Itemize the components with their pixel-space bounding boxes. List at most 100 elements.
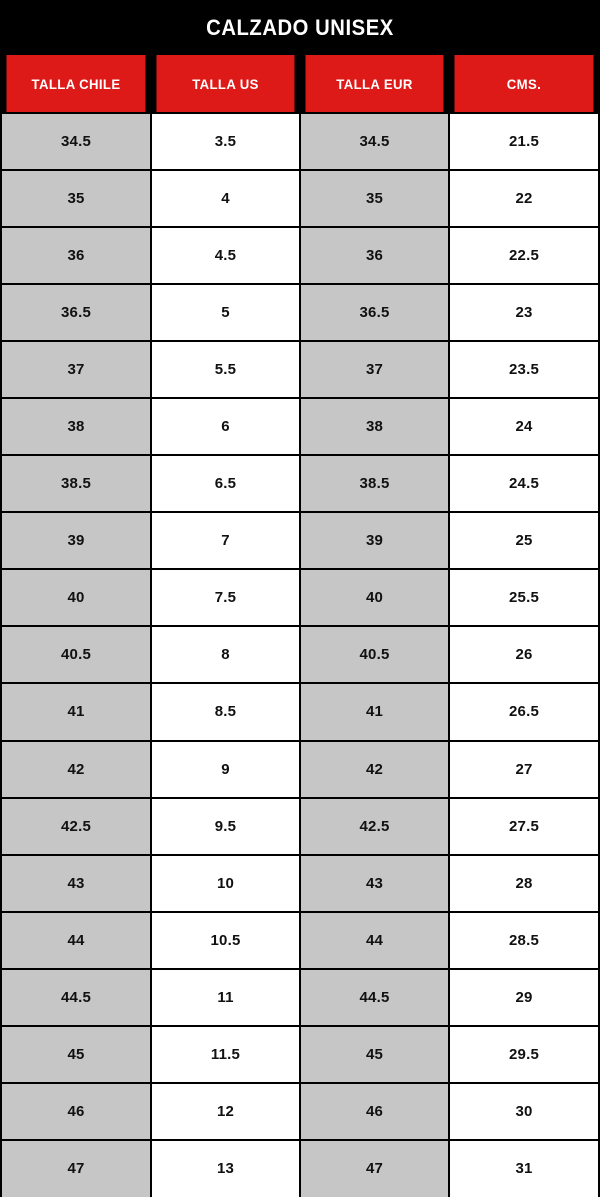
table-row: 46 12 46 30 bbox=[2, 1082, 598, 1141]
table-row: 38.5 6.5 38.5 24.5 bbox=[2, 455, 598, 514]
table-row: 41 8.5 41 26.5 bbox=[2, 683, 598, 742]
cell-talla_chile: 36.5 bbox=[2, 284, 152, 343]
table-row: 35 4 35 22 bbox=[2, 170, 598, 229]
cell-talla_chile: 45 bbox=[2, 1025, 152, 1084]
size-table-container: TALLA CHILE TALLA US TALLA EUR CMS. 34.5… bbox=[0, 55, 600, 1197]
table-row: 40 7.5 40 25.5 bbox=[2, 569, 598, 628]
cell-talla_us: 8 bbox=[151, 626, 301, 685]
column-header-talla-us: TALLA US bbox=[155, 55, 297, 114]
cell-talla_us: 12 bbox=[151, 1082, 301, 1141]
table-row: 45 11.5 45 29.5 bbox=[2, 1025, 598, 1084]
cell-talla_eur: 44 bbox=[300, 911, 450, 970]
cell-talla_chile: 38 bbox=[2, 398, 152, 457]
cell-talla_eur: 44.5 bbox=[300, 968, 450, 1027]
cell-talla_chile: 44 bbox=[2, 911, 152, 970]
cell-cms: 23 bbox=[449, 284, 598, 343]
cell-cms: 25.5 bbox=[449, 569, 598, 628]
cell-talla_chile: 42 bbox=[2, 740, 152, 799]
table-row: 36.5 5 36.5 23 bbox=[2, 284, 598, 343]
cell-talla_eur: 46 bbox=[300, 1082, 450, 1141]
cell-talla_us: 13 bbox=[151, 1139, 301, 1197]
table-row: 36 4.5 36 22.5 bbox=[2, 227, 598, 286]
table-row: 38 6 38 24 bbox=[2, 398, 598, 457]
cell-talla_us: 4.5 bbox=[151, 227, 301, 286]
cell-talla_chile: 44.5 bbox=[2, 968, 152, 1027]
cell-talla_chile: 35 bbox=[2, 170, 152, 229]
table-row: 37 5.5 37 23.5 bbox=[2, 341, 598, 400]
cell-cms: 23.5 bbox=[449, 341, 598, 400]
cell-talla_chile: 37 bbox=[2, 341, 152, 400]
cell-talla_eur: 43 bbox=[300, 854, 450, 913]
cell-cms: 31 bbox=[449, 1139, 598, 1197]
cell-talla_us: 4 bbox=[151, 170, 301, 229]
cell-talla_eur: 36 bbox=[300, 227, 450, 286]
cell-talla_eur: 40 bbox=[300, 569, 450, 628]
cell-talla_us: 7 bbox=[151, 512, 301, 571]
column-header-talla-chile: TALLA CHILE bbox=[6, 55, 148, 114]
cell-cms: 27 bbox=[449, 740, 598, 799]
cell-talla_eur: 40.5 bbox=[300, 626, 450, 685]
table-head: TALLA CHILE TALLA US TALLA EUR CMS. bbox=[2, 55, 598, 114]
cell-talla_eur: 38.5 bbox=[300, 455, 450, 514]
cell-talla_chile: 42.5 bbox=[2, 797, 152, 856]
cell-talla_eur: 39 bbox=[300, 512, 450, 571]
cell-talla_us: 3.5 bbox=[151, 113, 301, 172]
table-row: 47 13 47 31 bbox=[2, 1139, 598, 1197]
cell-talla_chile: 39 bbox=[2, 512, 152, 571]
cell-cms: 28.5 bbox=[449, 911, 598, 970]
cell-cms: 29.5 bbox=[449, 1025, 598, 1084]
cell-talla_chile: 38.5 bbox=[2, 455, 152, 514]
cell-talla_us: 6.5 bbox=[151, 455, 301, 514]
cell-talla_chile: 34.5 bbox=[2, 113, 152, 172]
cell-talla_us: 6 bbox=[151, 398, 301, 457]
cell-talla_chile: 43 bbox=[2, 854, 152, 913]
table-row: 39 7 39 25 bbox=[2, 512, 598, 571]
cell-cms: 22 bbox=[449, 170, 598, 229]
cell-cms: 26 bbox=[449, 626, 598, 685]
cell-cms: 29 bbox=[449, 968, 598, 1027]
cell-talla_us: 5 bbox=[151, 284, 301, 343]
title-band: CALZADO UNISEX bbox=[0, 0, 600, 55]
cell-talla_chile: 40 bbox=[2, 569, 152, 628]
cell-talla_us: 10.5 bbox=[151, 911, 301, 970]
cell-talla_chile: 46 bbox=[2, 1082, 152, 1141]
cell-cms: 24 bbox=[449, 398, 598, 457]
cell-talla_chile: 41 bbox=[2, 683, 152, 742]
table-body: 34.5 3.5 34.5 21.5 35 4 35 22 36 4.5 36 22.5 36.5 5 36… bbox=[2, 113, 598, 1197]
cell-talla_eur: 42 bbox=[300, 740, 450, 799]
cell-cms: 26.5 bbox=[449, 683, 598, 742]
cell-talla_us: 11.5 bbox=[151, 1025, 301, 1084]
cell-talla_chile: 36 bbox=[2, 227, 152, 286]
cell-talla_us: 11 bbox=[151, 968, 301, 1027]
cell-talla_eur: 41 bbox=[300, 683, 450, 742]
cell-cms: 24.5 bbox=[449, 455, 598, 514]
table-row: 34.5 3.5 34.5 21.5 bbox=[2, 113, 598, 172]
cell-cms: 27.5 bbox=[449, 797, 598, 856]
cell-talla_eur: 35 bbox=[300, 170, 450, 229]
column-header-cms: CMS. bbox=[453, 55, 594, 114]
table-row: 43 10 43 28 bbox=[2, 854, 598, 913]
cell-talla_eur: 38 bbox=[300, 398, 450, 457]
cell-cms: 21.5 bbox=[449, 113, 598, 172]
page-title: CALZADO UNISEX bbox=[206, 14, 394, 40]
size-table: TALLA CHILE TALLA US TALLA EUR CMS. 34.5… bbox=[2, 55, 598, 1197]
cell-talla_us: 9.5 bbox=[151, 797, 301, 856]
cell-talla_us: 5.5 bbox=[151, 341, 301, 400]
cell-cms: 28 bbox=[449, 854, 598, 913]
cell-talla_chile: 40.5 bbox=[2, 626, 152, 685]
cell-cms: 25 bbox=[449, 512, 598, 571]
column-header-talla-eur: TALLA EUR bbox=[304, 55, 446, 114]
cell-talla_eur: 42.5 bbox=[300, 797, 450, 856]
cell-talla_eur: 36.5 bbox=[300, 284, 450, 343]
cell-talla_us: 8.5 bbox=[151, 683, 301, 742]
cell-talla_eur: 34.5 bbox=[300, 113, 450, 172]
table-row: 42.5 9.5 42.5 27.5 bbox=[2, 797, 598, 856]
cell-cms: 22.5 bbox=[449, 227, 598, 286]
table-row: 44.5 11 44.5 29 bbox=[2, 968, 598, 1027]
cell-cms: 30 bbox=[449, 1082, 598, 1141]
cell-talla_chile: 47 bbox=[2, 1139, 152, 1197]
table-row: 42 9 42 27 bbox=[2, 740, 598, 799]
table-row: 40.5 8 40.5 26 bbox=[2, 626, 598, 685]
table-header-row: TALLA CHILE TALLA US TALLA EUR CMS. bbox=[2, 55, 598, 114]
